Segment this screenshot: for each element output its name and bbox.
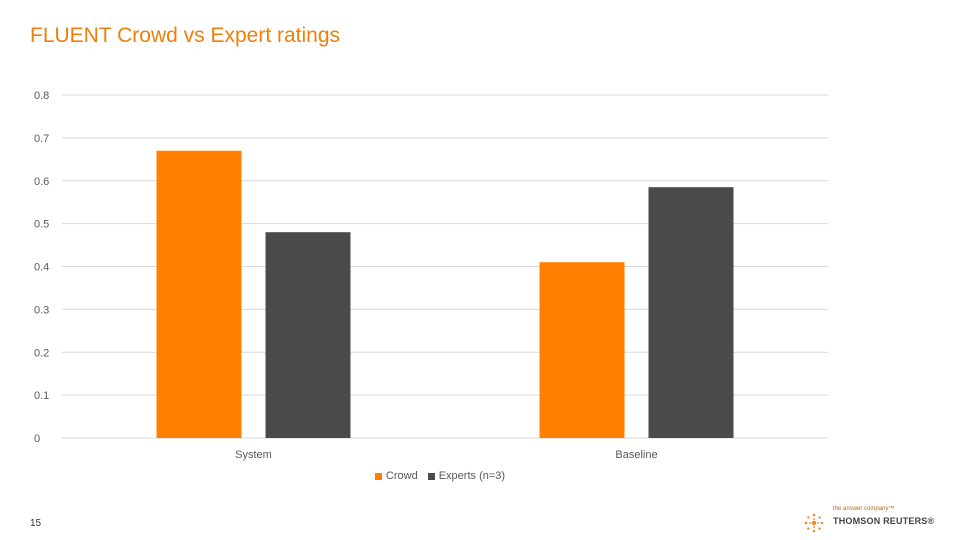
- x-axis-category-labels: System Baseline: [235, 449, 657, 461]
- y-tick-label: 0.8: [34, 90, 49, 102]
- y-tick-label: 0.3: [34, 304, 49, 316]
- bar-crowd-system: [156, 150, 242, 439]
- slide-title: FLUENT Crowd vs Expert ratings: [30, 24, 341, 47]
- y-tick-label: 0.5: [34, 219, 49, 231]
- y-tick-label: 0.7: [34, 133, 49, 145]
- y-tick-label: 0.1: [34, 390, 49, 402]
- thomson-reuters-logo-mark: [804, 513, 824, 533]
- legend-label: Crowd: [385, 470, 418, 482]
- logo-tagline: the answer company™: [833, 506, 895, 512]
- page-number: 15: [30, 518, 42, 529]
- logo-name: THOMSON REUTERS®: [833, 516, 935, 526]
- bars: [156, 150, 734, 439]
- thomson-reuters-logo: the answer company™ THOMSON REUTERS®: [803, 506, 943, 534]
- x-category-label: Baseline: [615, 449, 657, 461]
- y-tick-label: 0.6: [34, 176, 49, 188]
- bar-experts-n-3-baseline: [648, 187, 734, 438]
- legend-swatch: [374, 472, 382, 480]
- x-category-label: System: [235, 449, 272, 461]
- y-axis-tick-labels: 0 0.1 0.2 0.3 0.4 0.5 0.6 0.7 0.8: [34, 90, 49, 445]
- chart-legend: Crowd Experts (n=3): [0, 470, 880, 482]
- y-tick-label: 0.4: [34, 262, 49, 274]
- bar-experts-n-3-system: [265, 232, 351, 438]
- y-tick-label: 0.2: [34, 347, 49, 359]
- y-tick-label: 0: [34, 433, 40, 445]
- legend-label: Experts (n=3): [438, 470, 506, 482]
- legend-item: Experts (n=3): [427, 470, 506, 482]
- legend-swatch: [427, 472, 435, 480]
- bar-crowd-baseline: [539, 262, 625, 438]
- legend-item: Crowd: [374, 470, 418, 482]
